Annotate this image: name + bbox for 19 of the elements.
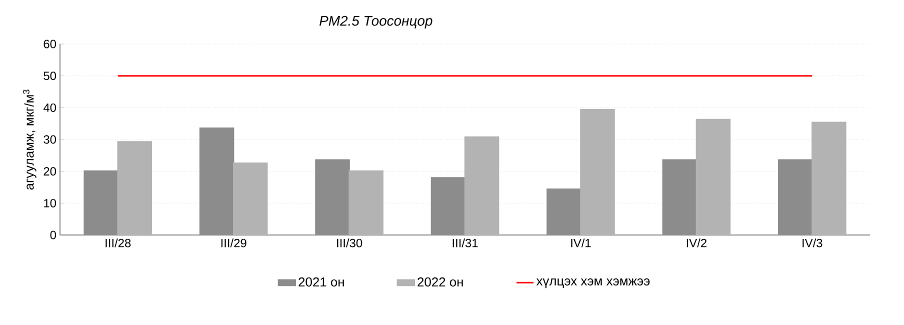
x-tick-label: III/28	[106, 238, 131, 248]
y-axis-title: агууламж, мкг/м$^{3}$	[22, 90, 36, 190]
y-tick-label: 50	[44, 72, 56, 80]
x-tick-label: IV/3	[802, 238, 822, 248]
chart-title: PM2.5 Тоосонцор	[319, 16, 432, 28]
x-tick-label: IV/2	[686, 238, 706, 248]
y-tick-label: 10	[44, 198, 56, 208]
y-tick-label: 20	[44, 167, 56, 176]
y-tick-label: 30	[44, 135, 56, 144]
x-tick-label: III/29	[221, 238, 246, 248]
x-tick-label: III/31	[452, 238, 478, 248]
x-tick-label: IV/1	[571, 238, 591, 248]
legend-label: 2021 он	[298, 277, 344, 287]
y-tick-label: 60	[44, 40, 56, 48]
y-tick-label: 40	[43, 103, 56, 112]
y-tick-label: 0	[50, 230, 56, 240]
x-tick-label: III/30	[337, 238, 362, 248]
legend-label: 2022 он	[418, 277, 463, 287]
legend-label: хүлцэх хэм хэмжээ	[536, 278, 650, 288]
